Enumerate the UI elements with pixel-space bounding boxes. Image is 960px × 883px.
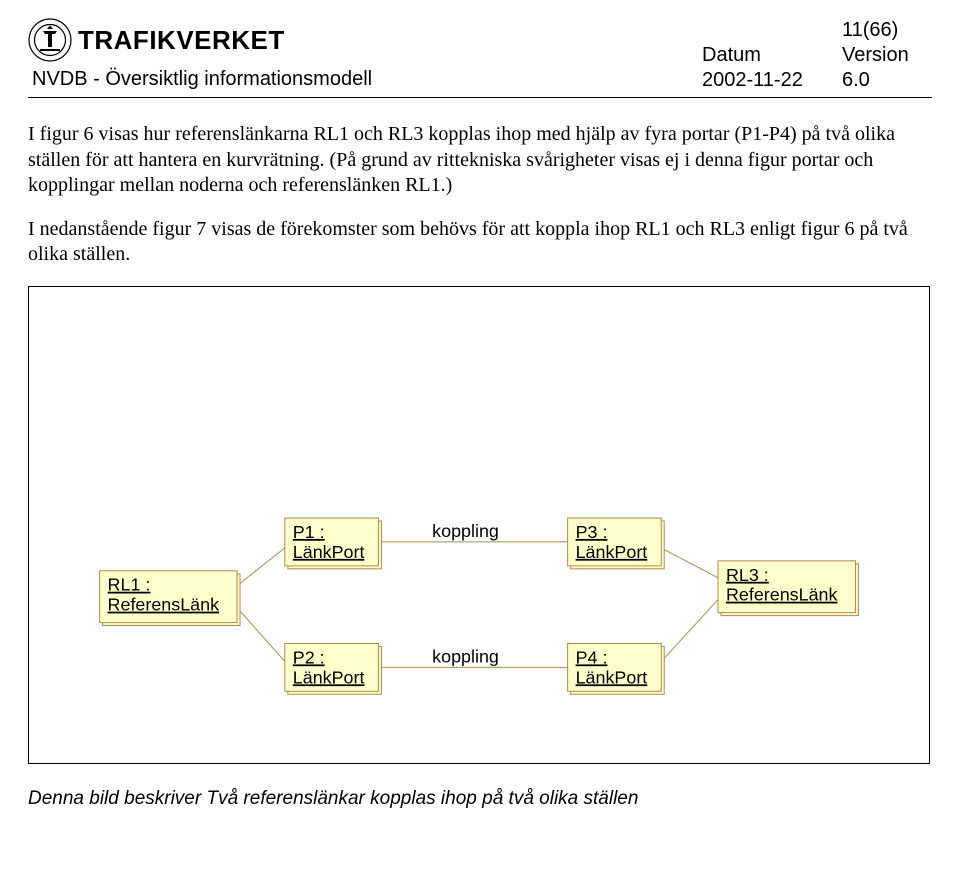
node-P3: P3 : LänkPort [568,518,665,569]
diagram-frame: kopplingkopplingRL1 : ReferensLänkRL3 : … [28,286,930,764]
page-header: TRAFIKVERKET NVDB - Översiktlig informat… [28,18,932,93]
meta-date-label: Datum [702,43,842,68]
header-meta: 11(66) Datum Version 2002-11-22 6.0 [702,18,932,93]
trafikverket-logo-icon [28,18,72,62]
body-text: I figur 6 visas hur referenslänkarna RL1… [28,122,928,268]
edge-label: koppling [432,521,499,541]
svg-text:LänkPort: LänkPort [576,667,648,687]
edge-label: koppling [432,646,499,666]
object-diagram: kopplingkopplingRL1 : ReferensLänkRL3 : … [29,287,929,763]
page-subtitle: NVDB - Översiktlig informationsmodell [32,68,372,91]
node-P2: P2 : LänkPort [285,643,382,694]
paragraph-2: I nedanstående figur 7 visas de förekoms… [28,217,928,268]
svg-text:LänkPort: LänkPort [576,542,648,562]
edge-P3-RL3 [661,548,718,578]
edge-RL1-P2 [237,608,285,662]
svg-text:P4 :: P4 : [576,647,608,667]
header-left: TRAFIKVERKET NVDB - Översiktlig informat… [28,18,372,91]
node-P4: P4 : LänkPort [568,643,665,694]
header-divider [28,97,932,98]
edge-RL1-P1 [237,548,285,586]
svg-text:P2 :: P2 : [293,647,325,667]
figure-caption: Denna bild beskriver Två referenslänkar … [28,788,932,810]
meta-date-value: 2002-11-22 [702,68,842,93]
meta-version-value: 6.0 [842,68,932,93]
svg-text:LänkPort: LänkPort [293,667,365,687]
page-indicator: 11(66) [842,18,932,43]
svg-text:P1 :: P1 : [293,522,325,542]
logo-text: TRAFIKVERKET [78,25,285,56]
svg-text:ReferensLänk: ReferensLänk [726,585,838,605]
meta-version-label: Version [842,43,932,68]
svg-text:RL3 :: RL3 : [726,565,769,585]
logo: TRAFIKVERKET [28,18,372,62]
svg-text:RL1 :: RL1 : [108,575,151,595]
node-RL3: RL3 : ReferensLänk [718,561,858,616]
node-P1: P1 : LänkPort [285,518,382,569]
svg-text:P3 :: P3 : [576,522,608,542]
svg-text:LänkPort: LänkPort [293,542,365,562]
paragraph-1: I figur 6 visas hur referenslänkarna RL1… [28,122,928,199]
svg-text:ReferensLänk: ReferensLänk [108,595,220,615]
node-RL1: RL1 : ReferensLänk [100,571,240,626]
page: TRAFIKVERKET NVDB - Översiktlig informat… [0,0,960,883]
edge-P4-RL3 [661,600,718,662]
